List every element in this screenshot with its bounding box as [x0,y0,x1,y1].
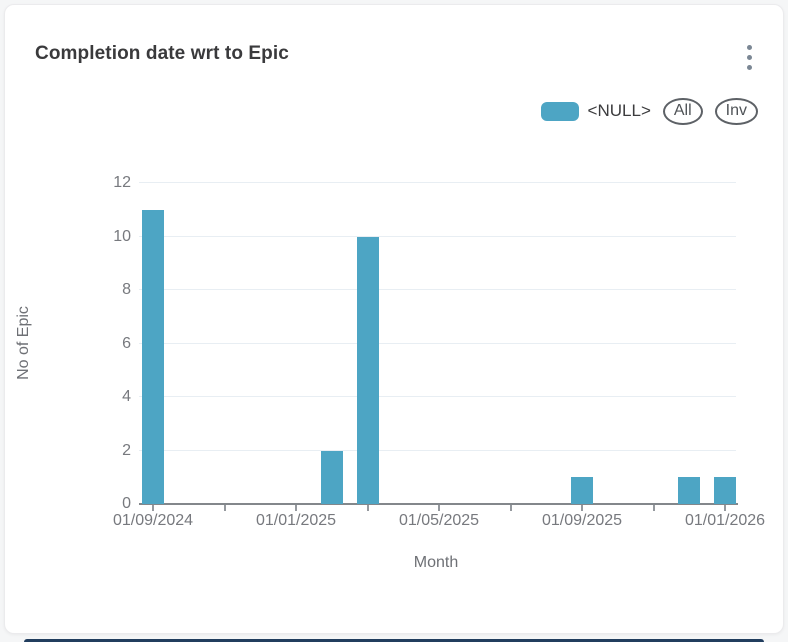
x-axis-line [139,503,738,505]
chart-plot-area: 0 2 4 6 8 10 12 01/09/2024 01/01/2025 01/05/2025 0… [113,174,765,529]
legend: <NULL> All Inv [540,97,758,125]
gridline [139,449,736,451]
kebab-dot [746,54,752,60]
inv-button[interactable]: Inv [714,97,758,125]
page-title: Completion date wrt to Epic [35,43,289,64]
chart-bar[interactable] [571,477,593,504]
axis-tick [438,505,440,511]
axis-tick [152,505,154,511]
axis-tick [509,505,512,511]
y-tick-label: 8 [122,281,131,298]
bottom-edge-strip [24,639,764,642]
kebab-menu-icon[interactable] [735,39,763,75]
all-button[interactable]: All [662,97,703,125]
chart-bar[interactable] [142,209,164,504]
axis-tick [652,505,655,511]
chart-bar[interactable] [678,477,701,504]
chart-card: Completion date wrt to Epic <NULL> All I… [4,4,784,634]
chart-bar[interactable] [320,450,343,504]
y-tick-label: 4 [122,388,131,405]
chart-bar[interactable] [356,236,379,504]
gridline [139,342,736,344]
legend-label: <NULL> [587,101,651,120]
x-tick-label: 01/09/2025 [541,512,623,529]
x-tick-label: 01/09/2024 [112,512,194,529]
x-tick-label: 01/05/2025 [398,512,480,529]
axis-tick [295,505,297,511]
legend-item-null[interactable]: <NULL> [540,101,651,121]
y-tick-label: 6 [122,334,131,352]
gridline [139,182,736,183]
chart-bar[interactable] [714,477,736,504]
axis-tick [366,505,369,511]
y-axis-title: No of Epic [15,306,32,380]
kebab-dot [746,44,752,50]
kebab-dot [746,64,752,70]
gridline [139,235,736,237]
axis-tick [581,505,583,511]
gridline [139,396,736,397]
y-tick-label: 10 [113,227,131,245]
axis-tick [724,505,726,511]
axis-tick [223,505,226,511]
legend-swatch [540,101,579,121]
y-tick-label: 2 [122,441,131,459]
x-axis-title: Month [413,554,459,571]
x-tick-label: 01/01/2025 [255,512,337,529]
y-tick-label: 0 [122,495,131,512]
x-tick-label: 01/01/2026 [684,512,766,529]
gridline [139,289,736,290]
y-tick-label: 12 [113,174,131,191]
